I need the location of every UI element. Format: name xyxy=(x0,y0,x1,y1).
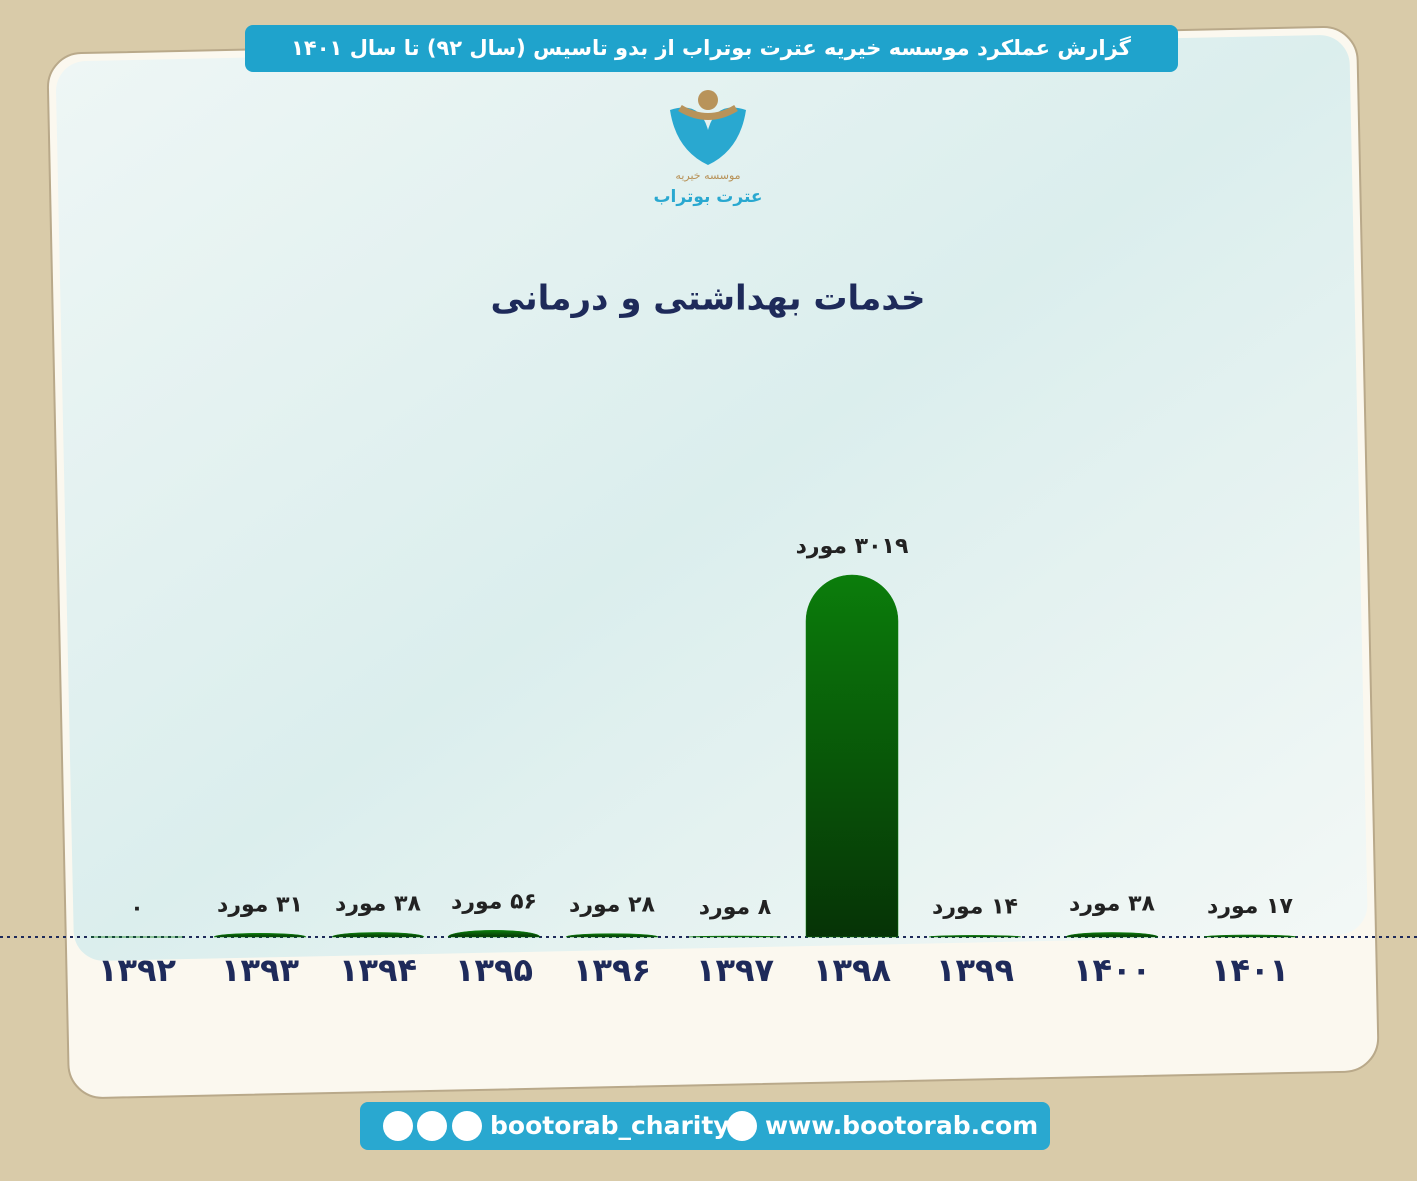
value-label: ۸ مورد xyxy=(699,895,772,920)
bar xyxy=(805,574,899,938)
x-tick-label: ۱۳۹۲ xyxy=(98,951,177,989)
logo-mark xyxy=(670,107,746,165)
value-label: ۱۷ مورد xyxy=(1207,894,1293,919)
x-tick-label: ۱۳۹۵ xyxy=(455,951,533,989)
logo-arms xyxy=(678,104,738,120)
logo xyxy=(670,90,746,165)
x-tick-label: ۱۳۹۴ xyxy=(339,951,417,989)
value-label: ۳۰۱۹ مورد xyxy=(796,534,909,559)
x-tick-label: ۱۳۹۶ xyxy=(573,951,651,989)
bar xyxy=(213,933,307,938)
value-label: ۳۸ مورد xyxy=(335,891,421,916)
x-tick-label: ۱۴۰۰ xyxy=(1073,951,1151,989)
bar xyxy=(331,932,425,938)
bar xyxy=(1065,932,1159,938)
x-tick-label: ۱۳۹۹ xyxy=(936,951,1014,989)
aparat-icon xyxy=(417,1111,447,1141)
value-label: ۳۱ مورد xyxy=(217,892,303,917)
bar xyxy=(1203,934,1297,938)
bar xyxy=(447,930,541,938)
footer-bar xyxy=(360,1102,1050,1150)
value-label: ۱۴ مورد xyxy=(932,894,1018,919)
web-icon xyxy=(727,1111,757,1141)
logo-small: موسسه خیریه xyxy=(675,169,740,182)
footer-social: bootorab_charity xyxy=(490,1111,730,1140)
value-label: ۵۶ مورد xyxy=(451,889,537,914)
value-label: ۲۸ مورد xyxy=(569,893,655,918)
telegram-icon xyxy=(452,1111,482,1141)
x-tick-label: ۱۳۹۷ xyxy=(696,951,775,989)
chart-title: خدمات بهداشتی و درمانی xyxy=(491,279,926,319)
header-banner xyxy=(245,25,1178,72)
header-text: گزارش عملکرد موسسه خیریه عترت بوتراب از … xyxy=(291,35,1132,60)
instagram-icon xyxy=(383,1111,413,1141)
value-label: ۰ xyxy=(130,896,143,921)
logo-head xyxy=(698,90,718,110)
bar xyxy=(565,933,659,938)
x-tick-label: ۱۳۹۸ xyxy=(813,951,892,989)
logo-name: عترت بوتراب xyxy=(653,187,762,207)
footer-website: www.bootorab.com xyxy=(765,1111,1038,1140)
bar xyxy=(688,935,782,938)
x-tick-label: ۱۴۰۱ xyxy=(1211,951,1289,989)
x-tick-label: ۱۳۹۳ xyxy=(221,951,300,989)
panel-water xyxy=(56,35,1368,961)
value-label: ۳۸ مورد xyxy=(1069,891,1155,916)
bar xyxy=(928,935,1022,938)
panel xyxy=(46,26,1380,1099)
